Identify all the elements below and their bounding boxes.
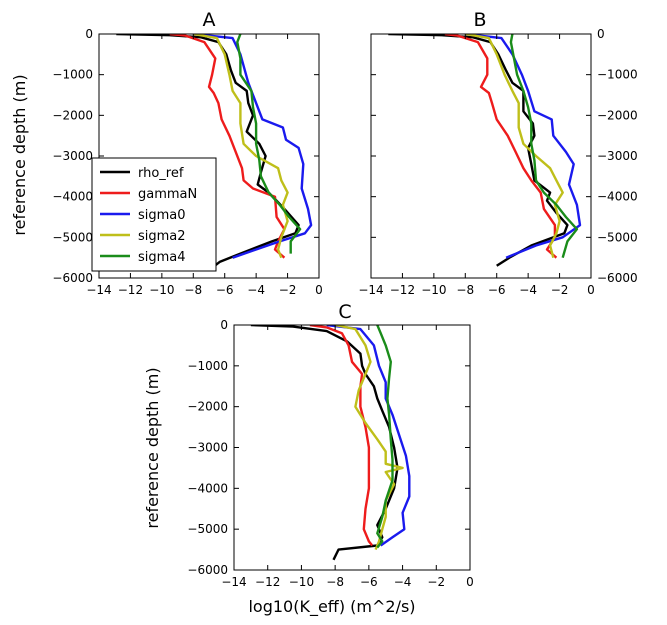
panel-a-series-sigma0 (193, 34, 313, 259)
panel-b-ytick-label: 0 (597, 27, 605, 41)
panel-c-xlabel: log10(K_eff) (m^2/s) (248, 597, 415, 617)
panel-b-ytick-label: −5000 (597, 230, 638, 244)
panel-a-ytick-label: −4000 (52, 190, 93, 204)
panel-c-xtick-label: −14 (221, 575, 246, 589)
panel-b-xtick-label: −14 (358, 283, 383, 297)
panel-c-xtick-label: −2 (427, 575, 445, 589)
panel-a-xtick-label: −2 (279, 283, 297, 297)
panel-b-xtick-label: −6 (488, 283, 506, 297)
panel-b: B −14 −12 −10 −8 −6 −4 −2 0 0 −1000 −2000 −3000 −400… (358, 9, 637, 297)
legend-box (91, 157, 217, 272)
panel-c-ytick-label: −4000 (187, 481, 228, 495)
panel-b-xtick-label: −2 (551, 283, 569, 297)
panel-a-xtick-label: −6 (216, 283, 234, 297)
panel-a-series-gammaN (169, 34, 286, 259)
panel-c-series-sigma4 (376, 325, 394, 549)
panel-a-title: A (203, 9, 216, 31)
panel-c-ytick-label: −2000 (187, 400, 228, 414)
legend-label-sigma2: sigma2 (138, 229, 186, 244)
panel-c-series-sigma0 (326, 325, 411, 547)
panel-c-series-gammaN (309, 325, 374, 547)
panel-c-xtick-label: −12 (255, 575, 280, 589)
panel-a-xtick-label: −14 (86, 283, 111, 297)
panel-c-xtick-label: −10 (289, 575, 314, 589)
legend-label-rho-ref: rho_ref (138, 166, 184, 181)
panel-b-ytick-label: −4000 (597, 190, 638, 204)
panel-c-ytick-label: −1000 (187, 359, 228, 373)
panel-b-ytick-label: −6000 (597, 271, 638, 285)
panel-b-series-sigma0 (465, 34, 582, 259)
panel-c-ytick-label: −5000 (187, 522, 228, 536)
legend: rho_ref gammaN sigma0 sigma2 sigma4 (91, 157, 217, 272)
panel-a-xtick-label: −12 (118, 283, 143, 297)
panel-b-xtick-label: −4 (519, 283, 537, 297)
panel-b-xtick-label: −10 (421, 283, 446, 297)
panel-a-ytick-label: −2000 (52, 108, 93, 122)
panel-a-ylabel: reference depth (m) (10, 74, 29, 235)
legend-label-sigma4: sigma4 (138, 250, 186, 265)
panel-c-ytick-label: −3000 (187, 441, 228, 455)
panel-a-ytick-label: −1000 (52, 68, 93, 82)
panel-b-series-sigma2 (465, 34, 564, 259)
panel-a: A reference depth (m) −14 −12 −10 −8 −6 −4 −2 0… (10, 9, 323, 297)
panel-b-title: B (473, 9, 486, 31)
panel-c-xtick-label: −6 (360, 575, 378, 589)
panel-b-frame (370, 33, 592, 279)
panel-b-series-rho-ref (388, 34, 569, 267)
panel-a-series-sigma2 (193, 34, 289, 259)
panel-b-xtick-label: 0 (587, 283, 595, 297)
panel-b-ytick-label: −1000 (597, 68, 638, 82)
panel-a-xtick-label: −8 (184, 283, 202, 297)
panel-a-xtick-label: −4 (247, 283, 265, 297)
panel-b-series-gammaN (444, 34, 558, 259)
panel-b-xtick-label: −8 (456, 283, 474, 297)
panel-c-title: C (338, 301, 351, 323)
panel-c-ytick-label: 0 (220, 318, 228, 332)
panel-a-ytick-label: −3000 (52, 149, 93, 163)
panel-c-series-rho-ref (250, 325, 399, 561)
panel-a-series-sigma4 (236, 34, 302, 254)
panel-c-ytick-label: −6000 (187, 563, 228, 577)
panel-b-ytick-label: −2000 (597, 108, 638, 122)
panel-a-ytick-label: 0 (85, 27, 93, 41)
panel-a-series-group (116, 34, 313, 269)
legend-label-gammaN: gammaN (138, 187, 197, 202)
panel-c-ylabel: reference depth (m) (143, 367, 162, 528)
panel-a-ytick-label: −6000 (52, 271, 93, 285)
panel-a-xtick-label: 0 (315, 283, 323, 297)
panel-a-xtick-label: −10 (149, 283, 174, 297)
panel-c-series-sigma2 (334, 325, 404, 551)
panel-b-series-sigma4 (509, 34, 579, 259)
panel-b-ytick-label: −3000 (597, 149, 638, 163)
panel-c-xtick-label: −4 (394, 575, 412, 589)
panel-c: C reference depth (m) log10(K_eff) (m^2/… (143, 301, 474, 617)
panel-b-series-group (388, 34, 582, 267)
panel-a-ytick-label: −5000 (52, 230, 93, 244)
legend-label-sigma0: sigma0 (138, 208, 186, 223)
panel-b-xtick-label: −12 (390, 283, 415, 297)
panel-c-xtick-label: −8 (326, 575, 344, 589)
panel-c-series-group (250, 325, 411, 561)
panel-c-xtick-label: 0 (466, 575, 474, 589)
